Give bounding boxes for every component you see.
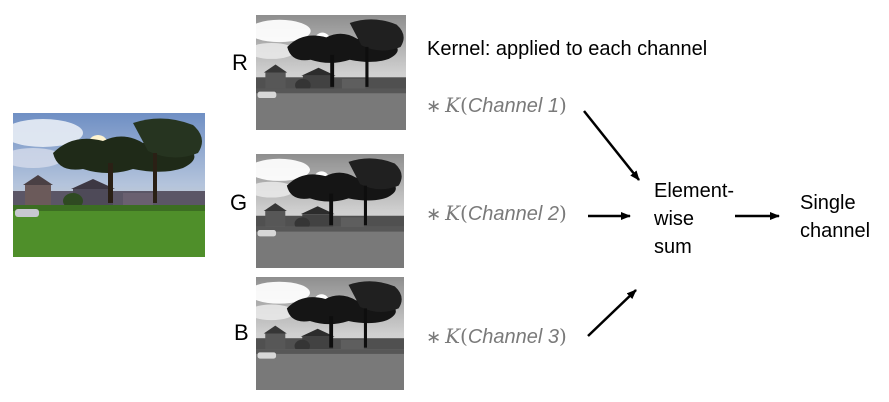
- convolution-formula-1: ∗ K(Channel 1): [426, 93, 567, 118]
- kernel-caption: Kernel: applied to each channel: [427, 38, 708, 60]
- arrow-channel1-to-sum: [583, 110, 640, 181]
- sum-line-3: sum: [654, 236, 692, 258]
- g-channel-image: [256, 154, 404, 268]
- sum-line-1: Element-: [654, 180, 735, 202]
- kernel-symbol: K: [445, 324, 461, 348]
- output-line-2: channel: [800, 220, 871, 242]
- open-paren: (: [460, 93, 468, 117]
- convolution-star: ∗: [426, 96, 442, 117]
- sum-line-2: wise: [654, 208, 695, 230]
- landscape-drawing: [256, 15, 406, 130]
- output-line-1: Single: [800, 192, 856, 214]
- channel-name: Channel 3: [467, 326, 560, 348]
- close-paren: ): [559, 93, 567, 117]
- rgb-input-image: [13, 113, 205, 257]
- kernel-symbol: K: [445, 201, 461, 225]
- open-paren: (: [460, 324, 468, 348]
- r-channel-image: [256, 15, 406, 130]
- close-paren: ): [559, 201, 567, 225]
- channel-name: Channel 1: [467, 95, 560, 117]
- elementwise-sum-label: Element- wise sum: [654, 177, 734, 261]
- channel-name: Channel 2: [467, 203, 560, 225]
- convolution-formula-2: ∗ K(Channel 2): [426, 201, 567, 226]
- b-channel-image: [256, 277, 404, 390]
- kernel-symbol: K: [445, 93, 461, 117]
- landscape-drawing: [13, 113, 205, 257]
- landscape-drawing: [256, 154, 404, 268]
- g-channel-label: G: [230, 190, 248, 215]
- convolution-star: ∗: [426, 327, 442, 348]
- convolution-star: ∗: [426, 204, 442, 225]
- b-channel-label: B: [234, 320, 249, 345]
- single-channel-label: Single channel: [800, 189, 870, 245]
- arrow-channel3-to-sum: [587, 289, 637, 337]
- r-channel-label: R: [232, 50, 248, 75]
- convolution-formula-3: ∗ K(Channel 3): [426, 324, 567, 349]
- close-paren: ): [559, 324, 567, 348]
- open-paren: (: [460, 201, 468, 225]
- landscape-drawing: [256, 277, 404, 390]
